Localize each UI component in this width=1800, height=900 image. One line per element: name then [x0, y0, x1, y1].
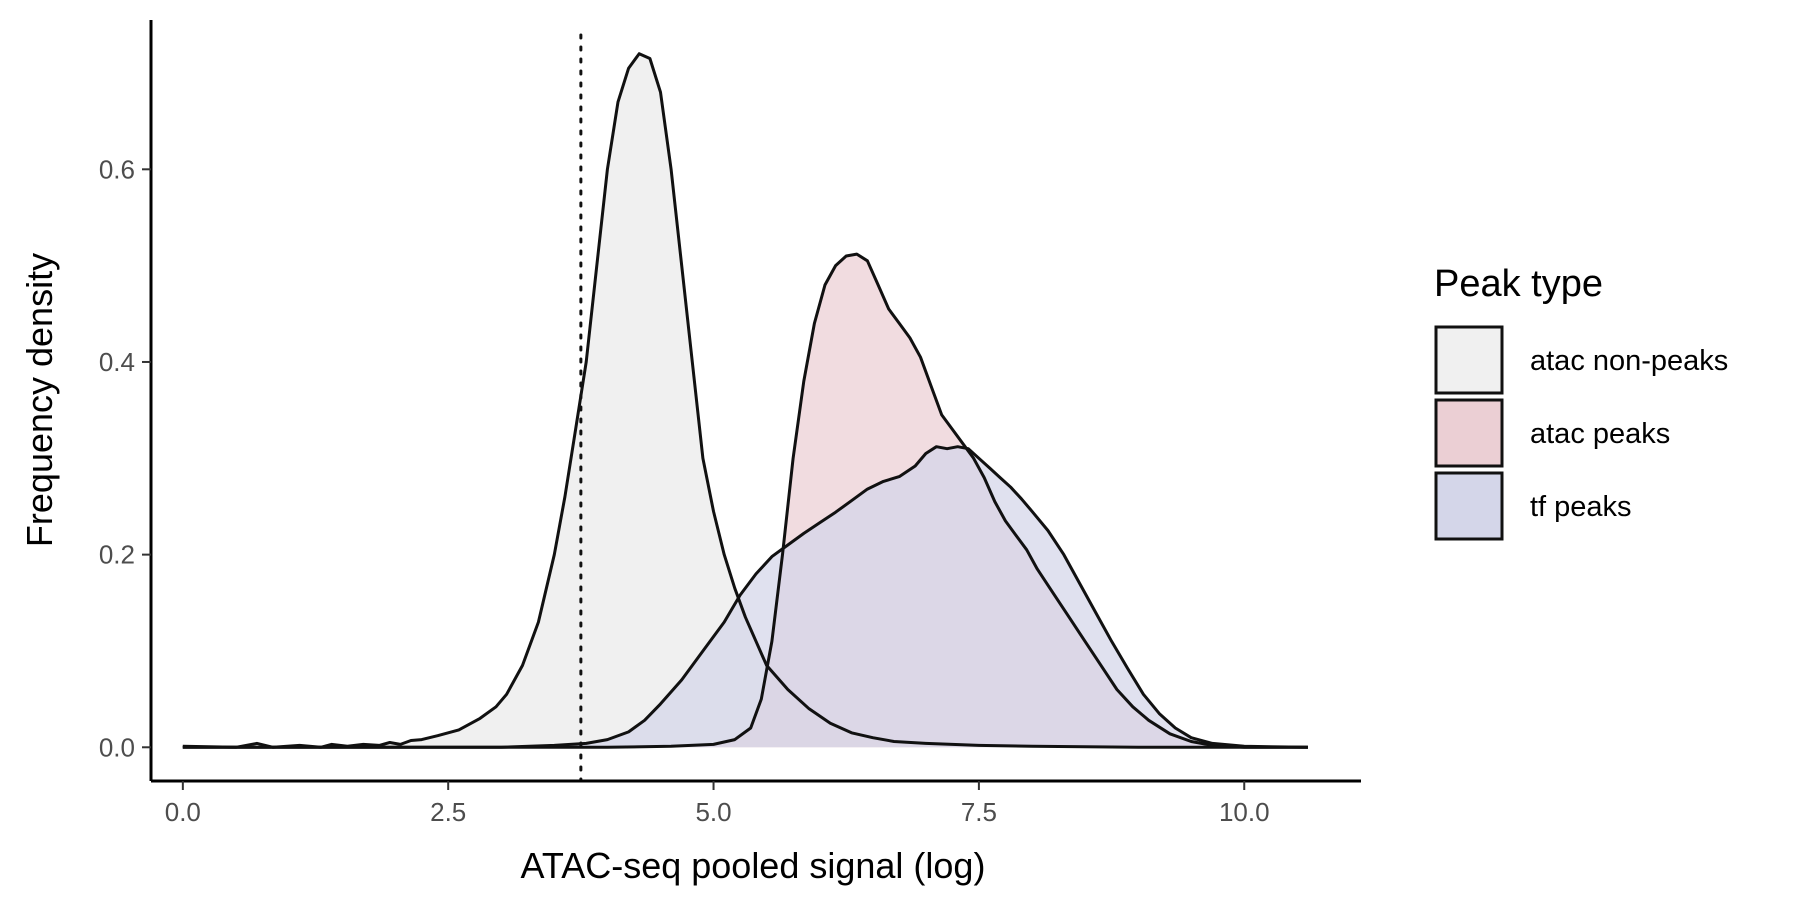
y-tick-label: 0.0	[99, 732, 135, 762]
density-outlines	[182, 52, 1308, 749]
x-axis-title: ATAC-seq pooled signal (log)	[521, 845, 986, 886]
legend-label: atac peaks	[1530, 418, 1670, 450]
density-area-tf-peaks	[182, 446, 1308, 748]
y-tick-label: 0.2	[99, 540, 135, 570]
density-line-tf-peaks	[182, 445, 1308, 749]
x-tick-label: 10.0	[1219, 797, 1270, 827]
x-tick-label: 0.0	[165, 797, 201, 827]
x-tick-label: 2.5	[430, 797, 466, 827]
legend-title: Peak type	[1434, 263, 1603, 305]
legend-label: tf peaks	[1530, 491, 1632, 523]
density-line-atac-peaks	[182, 252, 1308, 749]
axes	[149, 20, 1361, 783]
tick-labels: 0.0 2.5 5.0 7.5 10.0 0.0 0.2 0.4 0.6	[99, 154, 1270, 827]
density-line-atac-non-peaks	[182, 52, 1308, 749]
y-axis-title: Frequency density	[19, 253, 60, 547]
density-areas	[182, 53, 1308, 748]
x-tick-label: 7.5	[961, 797, 997, 827]
legend-items: atac non-peaks atac peaks tf peaks	[1434, 325, 1728, 541]
x-tick-label: 5.0	[695, 797, 731, 827]
legend-key	[1434, 471, 1504, 541]
y-tick-label: 0.4	[99, 347, 135, 377]
legend-key	[1434, 325, 1504, 395]
y-tick-label: 0.6	[99, 154, 135, 184]
legend: Peak type atac non-peaks atac peaks tf pea…	[1434, 263, 1728, 541]
legend-label: atac non-peaks	[1530, 345, 1728, 377]
legend-key	[1434, 398, 1504, 468]
